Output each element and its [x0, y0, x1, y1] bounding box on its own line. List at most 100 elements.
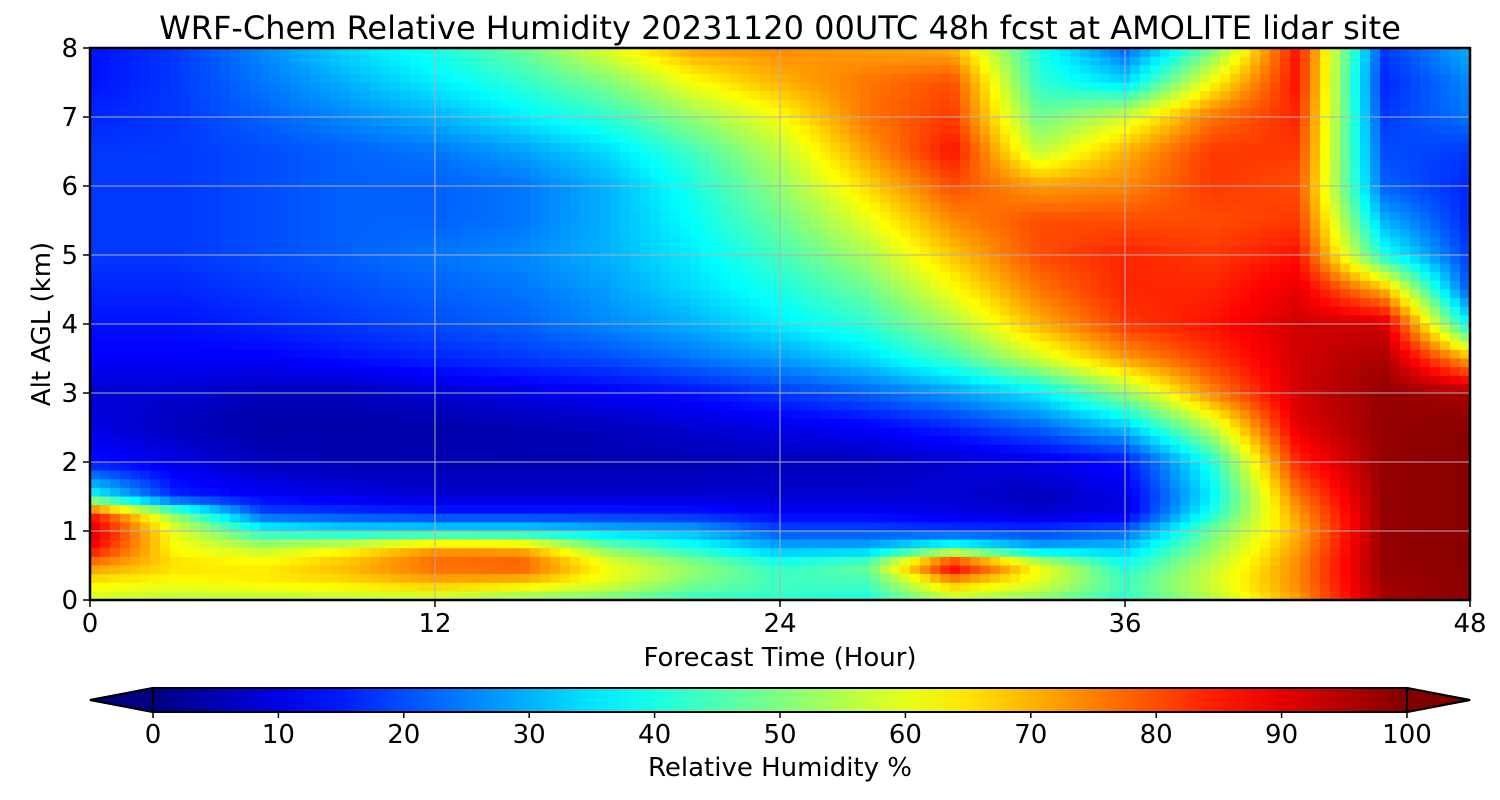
- heatmap-cell: [700, 237, 711, 247]
- heatmap-cell: [480, 151, 491, 161]
- heatmap-cell: [1260, 341, 1271, 351]
- heatmap-cell: [890, 108, 901, 118]
- heatmap-cell: [140, 306, 151, 316]
- heatmap-cell: [280, 91, 291, 101]
- heatmap-cell: [860, 56, 871, 66]
- heatmap-cell: [380, 48, 391, 58]
- heatmap-cell: [110, 246, 121, 256]
- heatmap-cell: [1270, 168, 1281, 178]
- heatmap-cell: [1280, 56, 1291, 66]
- heatmap-cell: [460, 237, 471, 247]
- heatmap-cell: [1080, 82, 1091, 92]
- heatmap-cell: [930, 220, 941, 230]
- heatmap-cell: [710, 298, 721, 308]
- heatmap-cell: [1160, 211, 1171, 222]
- heatmap-cell: [300, 332, 311, 342]
- heatmap-cell: [1040, 73, 1051, 84]
- heatmap-cell: [1450, 160, 1461, 170]
- heatmap-cell: [1140, 255, 1151, 265]
- heatmap-cell: [960, 237, 971, 247]
- heatmap-cell: [160, 211, 171, 222]
- heatmap-cell: [1060, 203, 1071, 213]
- heatmap-cell: [990, 56, 1001, 66]
- heatmap-cell: [380, 324, 391, 334]
- heatmap-cell: [320, 289, 331, 299]
- heatmap-cell: [380, 203, 391, 213]
- heatmap-cell: [1100, 177, 1111, 187]
- heatmap-cell: [750, 280, 761, 291]
- heatmap-cell: [490, 203, 501, 213]
- heatmap-cell: [180, 142, 191, 153]
- heatmap-cell: [940, 349, 951, 360]
- heatmap-cell: [250, 108, 261, 118]
- heatmap-cell: [960, 255, 971, 265]
- heatmap-cell: [920, 237, 931, 247]
- heatmap-cell: [1110, 142, 1121, 153]
- heatmap-cell: [160, 315, 171, 325]
- heatmap-cell: [330, 332, 341, 342]
- heatmap-cell: [270, 151, 281, 161]
- heatmap-cell: [1380, 151, 1391, 161]
- heatmap-cell: [290, 168, 301, 178]
- heatmap-cell: [360, 194, 371, 204]
- heatmap-cell: [680, 56, 691, 66]
- heatmap-cell: [800, 211, 811, 222]
- heatmap-cell: [590, 117, 601, 127]
- heatmap-cell: [640, 194, 651, 204]
- heatmap-cell: [600, 151, 611, 161]
- heatmap-cell: [310, 298, 321, 308]
- heatmap-cell: [720, 332, 731, 342]
- heatmap-cell: [1280, 255, 1291, 265]
- heatmap-cell: [1140, 280, 1151, 291]
- heatmap-cell: [1260, 65, 1271, 75]
- heatmap-cell: [580, 194, 591, 204]
- heatmap-cell: [770, 306, 781, 316]
- heatmap-cell: [1280, 168, 1291, 178]
- heatmap-cell: [110, 91, 121, 101]
- heatmap-cell: [1280, 306, 1291, 316]
- heatmap-cell: [990, 65, 1001, 75]
- heatmap-cell: [110, 177, 121, 187]
- heatmap-cell: [530, 108, 541, 118]
- heatmap-cell: [160, 73, 171, 84]
- heatmap-cell: [270, 194, 281, 204]
- heatmap-cell: [1130, 289, 1141, 299]
- heatmap-cell: [1090, 280, 1101, 291]
- heatmap-cell: [310, 255, 321, 265]
- heatmap-cell: [810, 56, 821, 66]
- heatmap-cell: [280, 65, 291, 75]
- heatmap-cell: [1100, 194, 1111, 204]
- heatmap-cell: [190, 298, 201, 308]
- heatmap-cell: [1110, 177, 1121, 187]
- heatmap-cell: [1240, 349, 1251, 360]
- heatmap-cell: [420, 125, 431, 135]
- heatmap-cell: [870, 246, 881, 256]
- heatmap-cell: [1340, 341, 1351, 351]
- heatmap-cell: [490, 246, 501, 256]
- heatmap-cell: [1420, 263, 1431, 273]
- heatmap-cell: [1410, 203, 1421, 213]
- heatmap-cell: [660, 82, 671, 92]
- heatmap-cell: [910, 341, 921, 351]
- heatmap-cell: [1100, 160, 1111, 170]
- heatmap-cell: [1070, 341, 1081, 351]
- heatmap-cell: [520, 48, 531, 58]
- heatmap-cell: [1020, 306, 1031, 316]
- heatmap-cell: [150, 211, 161, 222]
- heatmap-cell: [1290, 220, 1301, 230]
- heatmap-cell: [720, 349, 731, 360]
- heatmap-cell: [1080, 160, 1091, 170]
- heatmap-cell: [410, 134, 421, 144]
- heatmap-cell: [540, 142, 551, 153]
- heatmap-cell: [870, 108, 881, 118]
- heatmap-cell: [380, 246, 391, 256]
- heatmap-cell: [1350, 91, 1361, 101]
- heatmap-cell: [300, 203, 311, 213]
- heatmap-cell: [510, 194, 521, 204]
- heatmap-cell: [820, 272, 831, 282]
- heatmap-cell: [640, 91, 651, 101]
- heatmap-cell: [1000, 48, 1011, 58]
- heatmap-cell: [1020, 349, 1031, 360]
- heatmap-cell: [1080, 203, 1091, 213]
- heatmap-cell: [780, 280, 791, 291]
